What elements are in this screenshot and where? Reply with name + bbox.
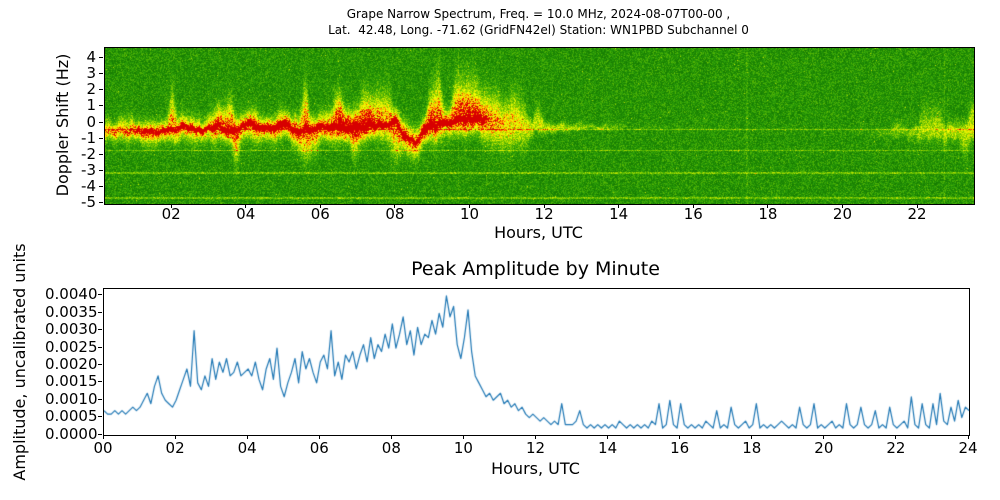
spectrogram-x-tick-label: 16: [683, 205, 703, 223]
spectrogram-x-tickmark: [692, 204, 694, 208]
spectrogram-x-tick-label: 10: [459, 205, 480, 223]
spectrogram-y-tick-label: -3: [81, 160, 96, 179]
amplitude-x-tick-label: 06: [309, 439, 329, 457]
spectrogram-y-tickmark: [99, 89, 103, 91]
spectrogram-y-tickmark: [99, 73, 103, 75]
amplitude-x-tick-label: 08: [381, 439, 401, 457]
spectrogram-x-tick-label: 06: [310, 205, 330, 223]
spectrogram-x-tick-label: 04: [236, 205, 256, 223]
amplitude-line-canvas: [104, 289, 969, 435]
amplitude-x-tickmark: [823, 435, 825, 439]
spectrogram-x-tickmark: [543, 204, 545, 208]
amplitude-x-tick-label: 20: [814, 439, 834, 457]
spectrogram-x-tick-label: 18: [758, 205, 778, 223]
amplitude-x-tick-label: 04: [237, 439, 257, 457]
amplitude-x-tickmark: [462, 435, 464, 439]
amplitude-y-tick-label: 0.0035: [45, 302, 98, 321]
amplitude-x-axis-label: Hours, UTC: [491, 459, 580, 478]
spectrogram-title-line1: Grape Narrow Spectrum, Freq. = 10.0 MHz,…: [346, 7, 731, 21]
spectrogram-x-tickmark: [841, 204, 843, 208]
spectrogram-y-tickmark: [99, 105, 103, 107]
spectrogram-y-tickmark: [99, 57, 103, 59]
spectrogram-y-tick-label: 0: [86, 112, 96, 131]
amplitude-y-tick-label: 0.0030: [45, 320, 98, 339]
spectrogram-x-axis-label: Hours, UTC: [494, 223, 583, 242]
amplitude-x-tickmark: [246, 435, 248, 439]
amplitude-plot-area: [103, 288, 970, 436]
spectrogram-x-tick-label: 14: [609, 205, 629, 223]
spectrogram-x-tickmark: [394, 204, 396, 208]
amplitude-y-tick-label: 0.0020: [45, 354, 98, 373]
spectrogram-x-tickmark: [319, 204, 321, 208]
spectrogram-x-tickmark: [767, 204, 769, 208]
amplitude-title: Peak Amplitude by Minute: [411, 258, 660, 280]
spectrogram-x-tickmark: [618, 204, 620, 208]
amplitude-y-tickmark: [98, 433, 102, 435]
amplitude-x-tickmark: [390, 435, 392, 439]
spectrogram-title-line2: Lat. 42.48, Long. -71.62 (GridFN42el) St…: [328, 23, 749, 37]
amplitude-x-tickmark: [895, 435, 897, 439]
amplitude-x-tick-label: 16: [670, 439, 690, 457]
spectrogram-x-tickmark: [916, 204, 918, 208]
amplitude-y-tickmark: [98, 398, 102, 400]
amplitude-x-tickmark: [102, 435, 104, 439]
amplitude-x-tick-label: 12: [525, 439, 546, 457]
spectrogram-plot-area: [104, 47, 975, 205]
amplitude-x-tick-label: 24: [958, 439, 978, 457]
spectrogram-x-tick-label: 08: [385, 205, 405, 223]
spectrogram-y-tickmark: [99, 169, 103, 171]
amplitude-x-tickmark: [318, 435, 320, 439]
spectrogram-y-tickmark: [99, 121, 103, 123]
amplitude-x-tick-label: 02: [165, 439, 185, 457]
amplitude-y-tickmark: [98, 346, 102, 348]
amplitude-x-tickmark: [967, 435, 969, 439]
spectrogram-y-tick-label: 4: [86, 48, 96, 67]
amplitude-x-tick-label: 00: [93, 439, 113, 457]
amplitude-y-tick-label: 0.0040: [45, 285, 98, 304]
amplitude-y-tickmark: [98, 329, 102, 331]
spectrogram-y-tick-label: -5: [81, 193, 96, 212]
spectrogram-y-tick-label: 3: [86, 64, 96, 83]
spectrogram-y-tick-label: -2: [81, 144, 96, 163]
spectrogram-heatmap-canvas: [105, 48, 974, 204]
spectrogram-x-tickmark: [469, 204, 470, 208]
amplitude-x-tick-label: 22: [886, 439, 906, 457]
spectrogram-x-tick-label: 20: [832, 205, 852, 223]
amplitude-x-tick-label: 14: [598, 439, 618, 457]
spectrogram-y-tickmark: [99, 153, 103, 155]
amplitude-y-tickmark: [98, 311, 102, 313]
spectrogram-x-tick-label: 12: [534, 205, 554, 223]
amplitude-y-tick-label: 0.0010: [45, 389, 98, 408]
amplitude-x-tick-label: 18: [742, 439, 762, 457]
spectrogram-y-tickmark: [99, 202, 103, 204]
spectrogram-y-tick-label: 1: [86, 96, 96, 115]
spectrogram-y-tickmark: [99, 137, 103, 139]
amplitude-x-tick-label: 10: [453, 439, 473, 457]
amplitude-x-tickmark: [174, 435, 176, 439]
spectrogram-x-tickmark: [245, 204, 247, 208]
amplitude-y-tickmark: [98, 416, 102, 418]
amplitude-y-tickmark: [98, 294, 102, 296]
spectrogram-x-tickmark: [170, 204, 172, 208]
amplitude-y-axis-label: Amplitude, uncalibrated units: [10, 243, 29, 481]
amplitude-y-tick-label: 0.0025: [45, 337, 98, 356]
spectrogram-x-tick-label: 22: [907, 205, 927, 223]
spectrogram-y-tick-label: -1: [81, 128, 96, 147]
amplitude-y-tick-label: 0.0005: [45, 407, 98, 426]
spectrogram-y-tick-label: 2: [86, 80, 96, 99]
spectrogram-x-tick-label: 02: [161, 205, 181, 223]
amplitude-x-tickmark: [607, 435, 609, 439]
amplitude-y-tick-label: 0.0015: [45, 372, 98, 391]
amplitude-x-tickmark: [679, 435, 681, 439]
amplitude-x-tickmark: [751, 435, 753, 439]
spectrogram-y-tickmark: [99, 185, 103, 187]
amplitude-y-tickmark: [98, 381, 102, 383]
amplitude-x-tickmark: [535, 435, 536, 439]
spectrogram-y-tick-label: -4: [81, 176, 96, 195]
amplitude-y-tick-label: 0.0000: [45, 424, 98, 443]
amplitude-y-tickmark: [98, 363, 102, 365]
